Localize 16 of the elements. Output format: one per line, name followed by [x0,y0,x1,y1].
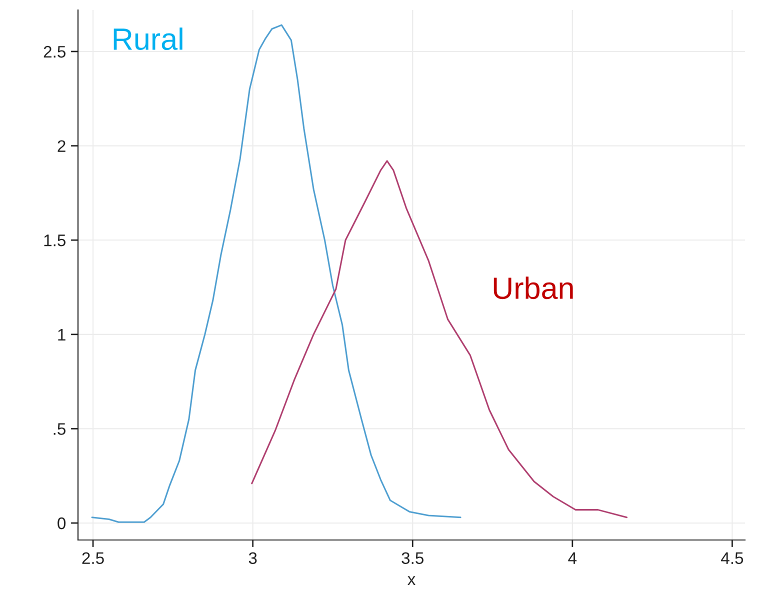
x-tick-label: 4 [568,552,577,564]
line-series [251,160,628,518]
x-tick-label: 3 [248,552,257,564]
x-tick-label: 2.5 [82,552,104,564]
x-tick-label: 4.5 [721,552,744,564]
y-tick-label: 1 [58,328,66,340]
y-tick-label: 1.5 [44,234,66,246]
series-label: Urban [494,276,573,300]
text: Rural [114,28,182,50]
y-tick-label: 2 [58,140,66,152]
y-tick-label: 2.5 [44,46,66,58]
x-tick-label: 3.5 [402,552,424,564]
line-series [91,24,462,523]
y-tick-label: 0 [58,517,66,530]
x-axis-title: x [408,576,416,585]
y-tick-label: .5 [54,423,66,435]
